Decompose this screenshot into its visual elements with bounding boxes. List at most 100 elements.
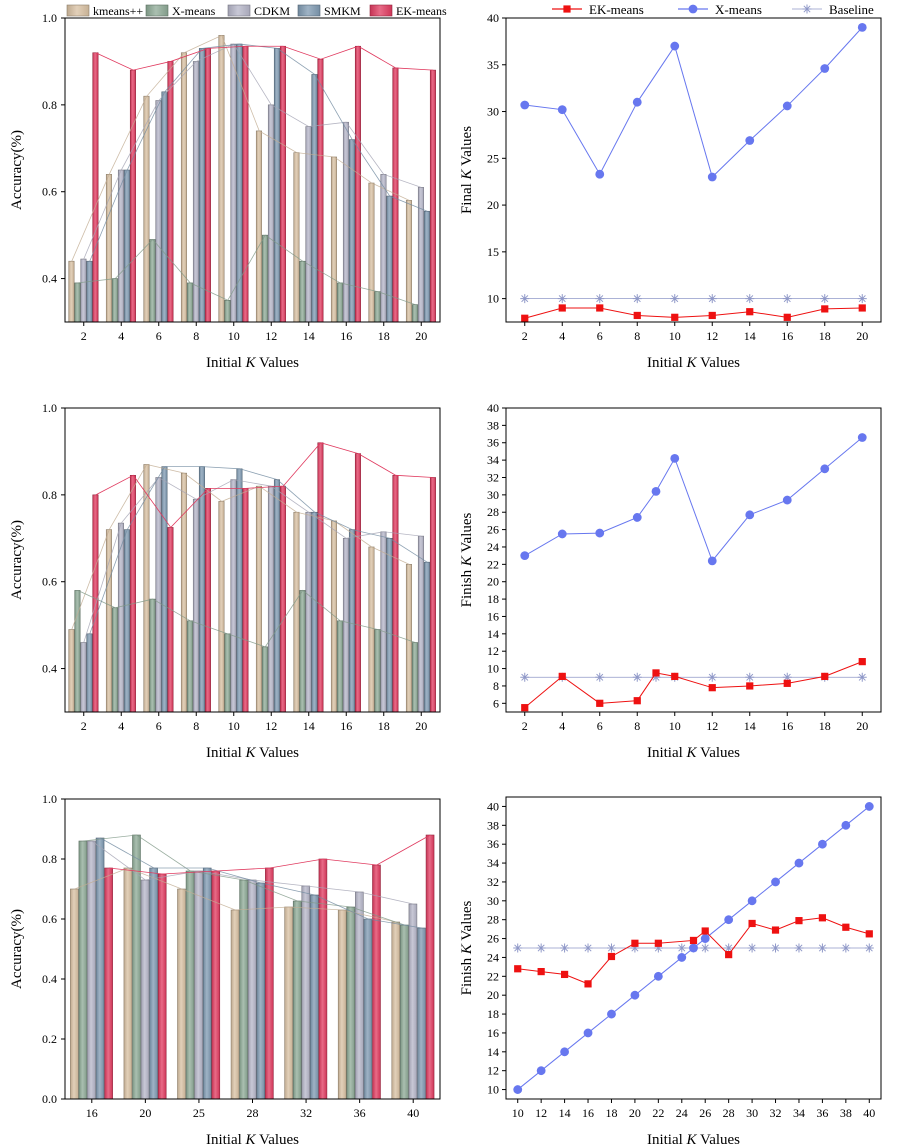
x-axis-label-post: Values bbox=[256, 355, 300, 371]
bar-cdkm bbox=[230, 43, 237, 323]
y-tick-label: 0.4 bbox=[42, 972, 57, 986]
bar-cdkm bbox=[140, 879, 150, 1100]
x-axis-label-k: K bbox=[686, 1132, 698, 1148]
bar-ekmeans bbox=[204, 488, 211, 713]
legend: kmeans++ X-means CDKM SMKM EK-means bbox=[66, 4, 447, 18]
legend-label: Baseline bbox=[829, 2, 874, 17]
y-tick-label: 1.0 bbox=[42, 792, 57, 806]
bar-kmeanspp bbox=[177, 888, 186, 1100]
marker-circle bbox=[513, 1085, 523, 1094]
bar-smkm bbox=[386, 195, 393, 323]
y-tick-label: 14 bbox=[487, 627, 499, 641]
x-tick-label: 16 bbox=[340, 329, 352, 343]
y-tick-label: 10 bbox=[487, 662, 499, 676]
x-tick-label: 12 bbox=[706, 329, 718, 343]
trend-line-ekmeans bbox=[108, 834, 431, 875]
bar-cdkm bbox=[247, 879, 257, 1100]
y-tick-label: 35 bbox=[487, 58, 499, 72]
bar-cdkm bbox=[342, 537, 349, 713]
marker-square bbox=[537, 967, 545, 976]
x-tick-label: 30 bbox=[746, 1106, 758, 1120]
x-tick-label: 4 bbox=[559, 719, 565, 733]
y-tick-label: 24 bbox=[487, 950, 499, 964]
legend-swatch-smkm bbox=[297, 4, 321, 17]
x-tick-label: 40 bbox=[863, 1106, 875, 1120]
y-tick-label: 22 bbox=[487, 969, 499, 983]
marker-square bbox=[654, 939, 662, 947]
bar-smkm bbox=[417, 927, 426, 1100]
y-tick-label: 40 bbox=[487, 11, 499, 25]
marker-star bbox=[632, 672, 642, 682]
y-tick-label: 0.8 bbox=[42, 488, 57, 502]
chart-acc3: 0.0 0.2 0.4 0.6 0.8 1.0 16 20 25 28 32 36 40 Initial … bbox=[9, 792, 441, 1148]
y-tick-label: 14 bbox=[487, 1045, 499, 1059]
marker-square bbox=[795, 917, 803, 925]
x-tick-label: 4 bbox=[118, 719, 124, 733]
x-axis-label-pre: Initial bbox=[206, 745, 246, 761]
marker-square bbox=[746, 308, 754, 316]
bar-smkm bbox=[348, 139, 355, 323]
marker-star bbox=[595, 294, 605, 304]
bar-ekmeans bbox=[372, 864, 381, 1100]
marker-square bbox=[560, 970, 569, 979]
x-tick-label: 38 bbox=[840, 1106, 852, 1120]
bar-ekmeans bbox=[92, 52, 99, 323]
marker-star bbox=[670, 294, 680, 304]
trend-line-xmeans bbox=[83, 834, 405, 926]
y-tick-label: 18 bbox=[487, 592, 499, 606]
bar-smkm bbox=[256, 882, 266, 1100]
marker-circle bbox=[557, 529, 567, 539]
bar-xmeans bbox=[261, 234, 268, 323]
x-tick-label: 32 bbox=[770, 1106, 782, 1120]
bar-xmeans bbox=[111, 607, 118, 713]
marker-star bbox=[794, 943, 804, 953]
bar-cdkm bbox=[380, 531, 387, 713]
y-axis-label: Accuracy(%) bbox=[9, 520, 25, 600]
bar-ekmeans bbox=[104, 867, 113, 1100]
y-tick-label: 20 bbox=[487, 988, 499, 1002]
bar-smkm bbox=[198, 466, 205, 713]
bar-kmeanspp bbox=[330, 156, 337, 323]
bar-xmeans bbox=[374, 629, 381, 713]
trend-line-kmeanspp bbox=[71, 34, 410, 262]
bar-smkm bbox=[423, 210, 430, 323]
x-tick-label: 16 bbox=[781, 329, 793, 343]
bar-smkm bbox=[311, 511, 318, 713]
bar-xmeans bbox=[374, 291, 381, 323]
marker-square bbox=[596, 699, 604, 707]
x-tick-label: 12 bbox=[265, 329, 277, 343]
y-tick-label: 12 bbox=[487, 644, 499, 658]
marker-square bbox=[596, 304, 604, 312]
marker-star bbox=[724, 943, 734, 953]
x-axis-label-k: K bbox=[686, 745, 698, 761]
legend-label: SMKM bbox=[324, 4, 361, 18]
x-tick-label: 16 bbox=[582, 1106, 594, 1120]
bar-xmeans bbox=[111, 278, 118, 323]
x-axis-label-pre: Initial bbox=[206, 1132, 246, 1148]
y-tick-label: 34 bbox=[487, 856, 499, 870]
marker-circle bbox=[820, 64, 830, 73]
y-tick-label: 32 bbox=[487, 470, 499, 484]
marker-star bbox=[771, 943, 781, 953]
marker-star bbox=[817, 943, 827, 953]
x-tick-label: 8 bbox=[634, 329, 640, 343]
bar-ekmeans bbox=[354, 453, 361, 713]
marker-star bbox=[583, 943, 593, 953]
x-tick-label: 10 bbox=[228, 329, 240, 343]
x-axis-label-post: Values bbox=[697, 745, 741, 761]
bar-smkm bbox=[123, 529, 130, 713]
bar-xmeans bbox=[224, 633, 231, 713]
trend-line-cdkm bbox=[91, 840, 414, 905]
y-tick-label: 40 bbox=[487, 799, 499, 813]
x-tick-label: 26 bbox=[699, 1106, 711, 1120]
bar-smkm bbox=[198, 48, 205, 323]
marker-circle bbox=[595, 528, 605, 538]
bar-kmeanspp bbox=[293, 152, 300, 323]
bar-cdkm bbox=[80, 258, 87, 323]
marker-star bbox=[653, 943, 663, 953]
x-tick-label: 6 bbox=[156, 719, 162, 733]
bar-kmeanspp bbox=[284, 906, 293, 1100]
y-axis-label: Finish K Values bbox=[459, 512, 475, 607]
marker-circle bbox=[689, 943, 698, 953]
